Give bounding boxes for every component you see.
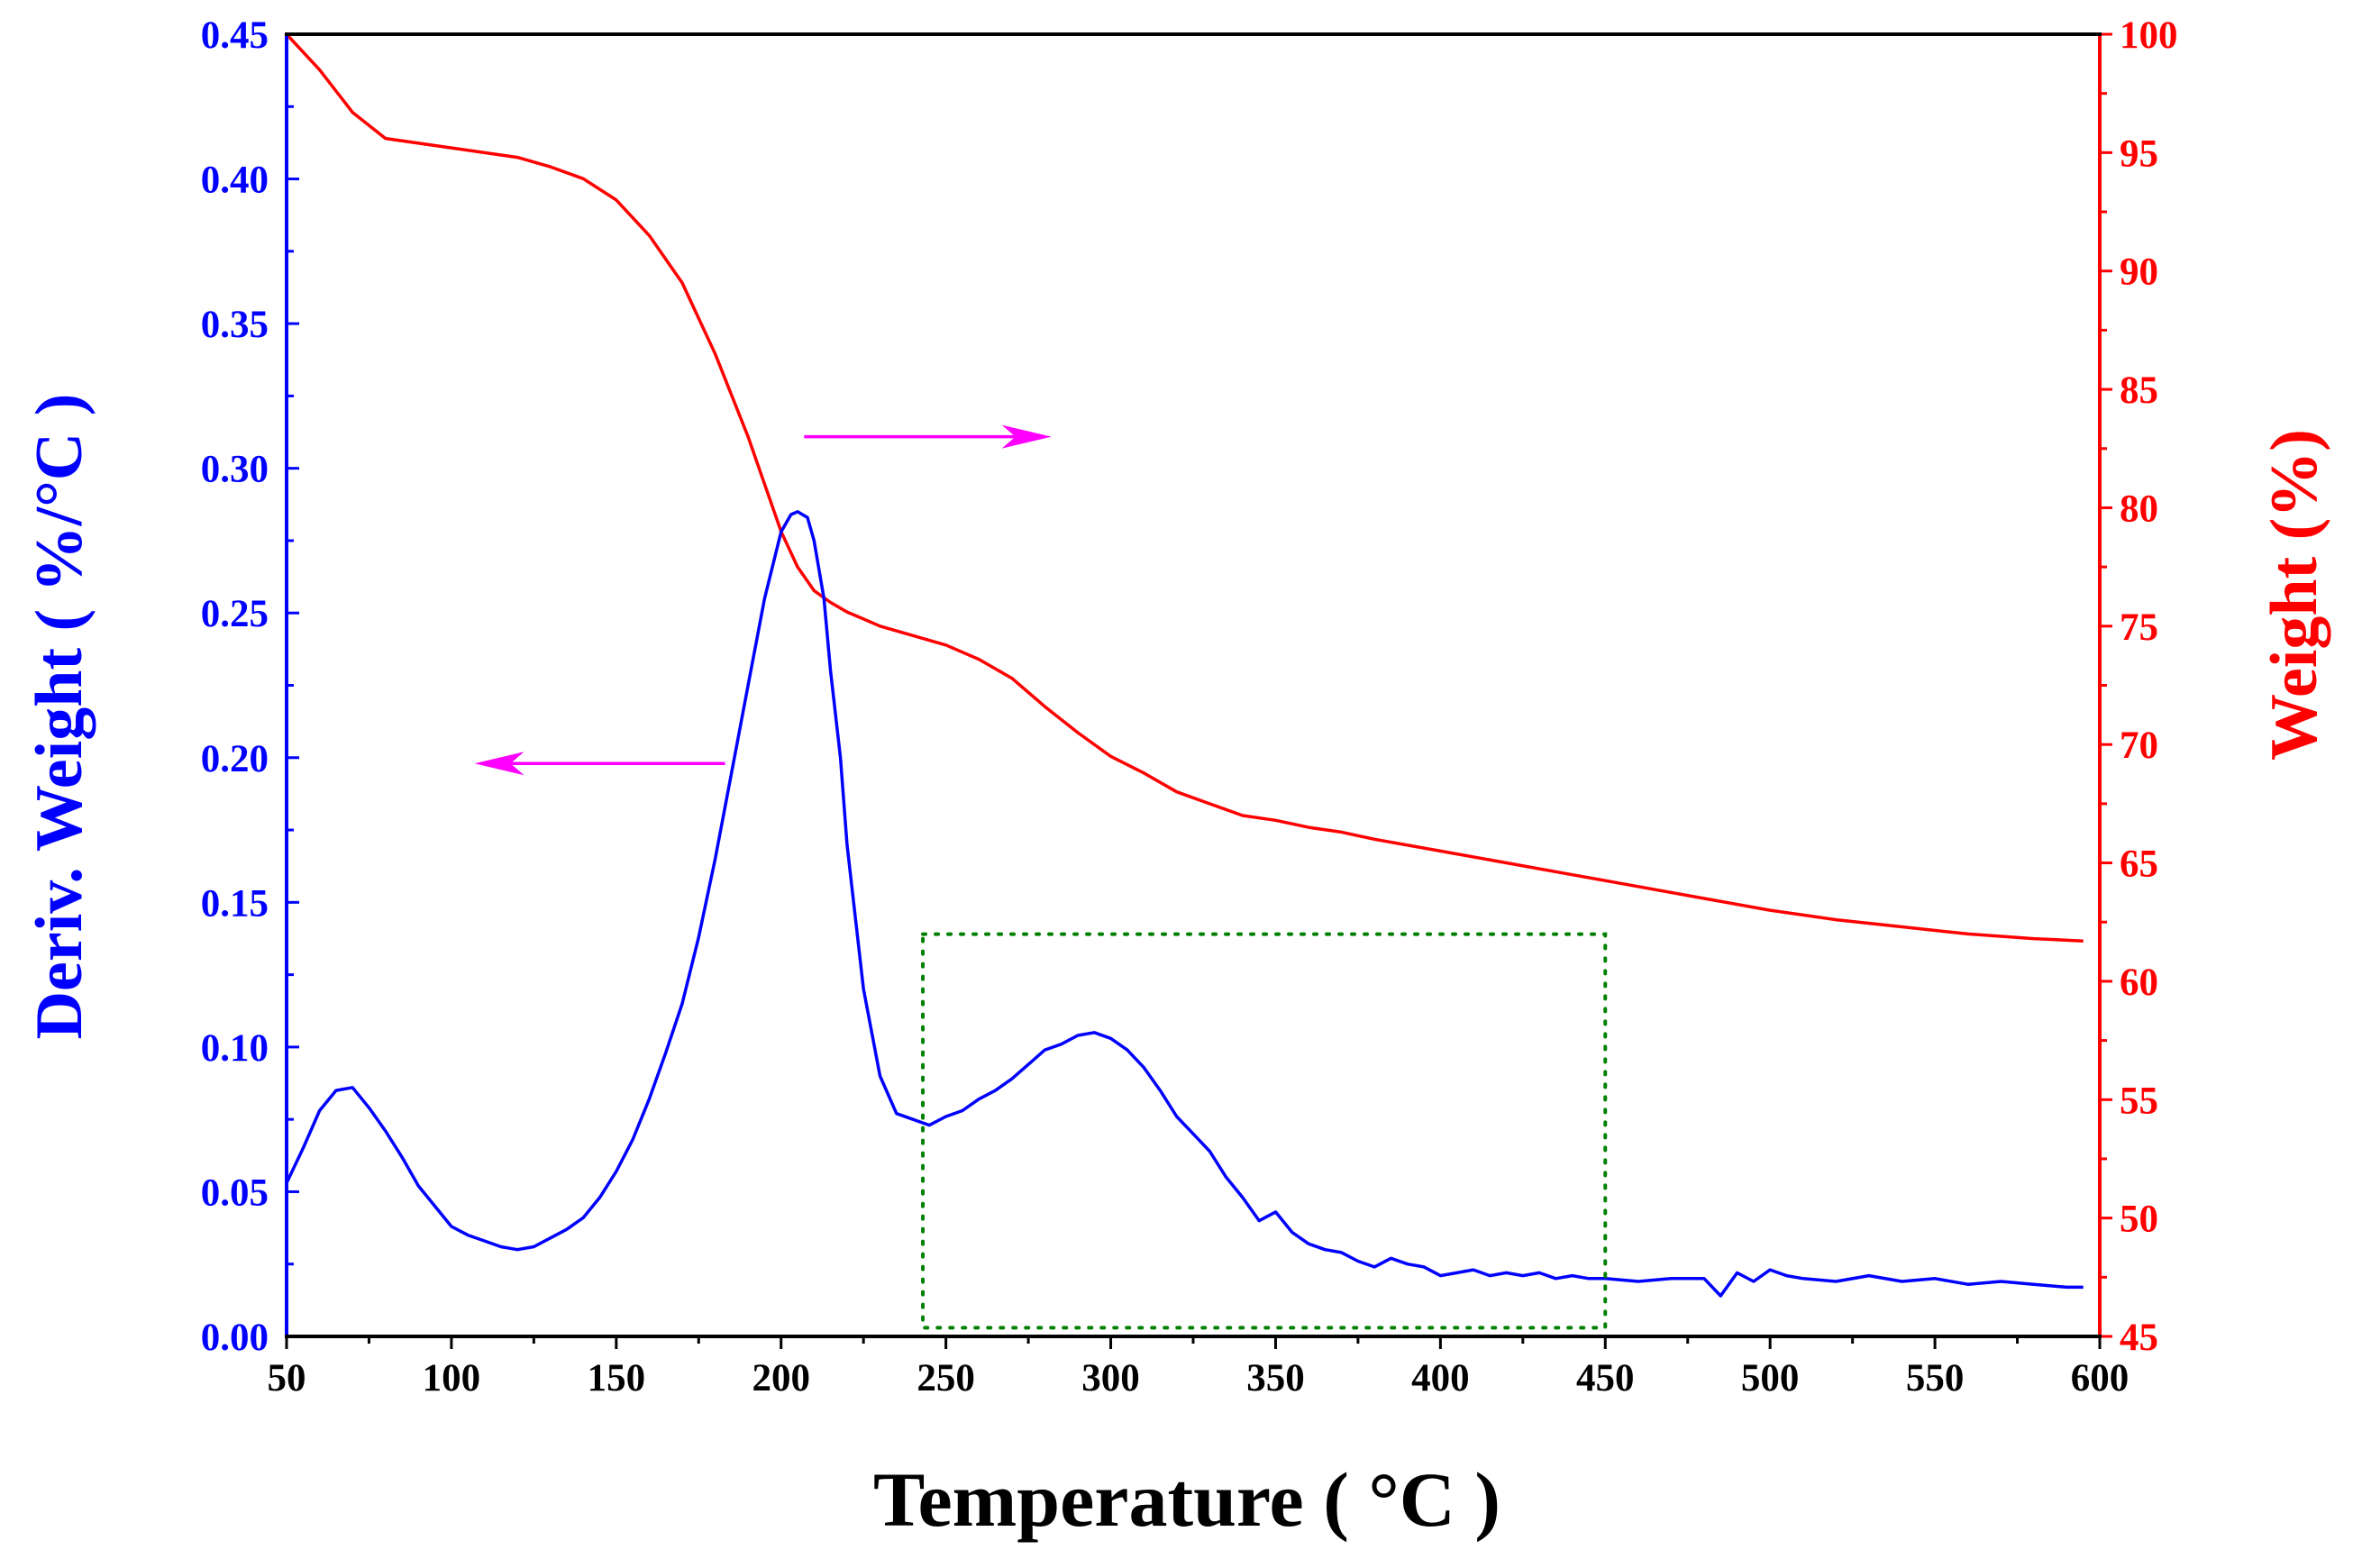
x-tick-label: 500: [1741, 1357, 1800, 1399]
arrow-to-right-axis: [804, 424, 1052, 449]
weight-series-line: [285, 32, 2084, 943]
left-axis-title: Deriv. Weight ( %/°C ): [23, 394, 96, 1040]
x-tick-label: 100: [423, 1357, 481, 1399]
right-tick-label: 55: [2120, 1080, 2158, 1122]
right-tick-label: 65: [2120, 843, 2158, 886]
highlight-box: [921, 932, 1608, 1330]
x-tick-label: 250: [917, 1357, 975, 1399]
right-tick-label: 100: [2120, 14, 2178, 57]
x-tick-label: 600: [2071, 1357, 2130, 1399]
right-tick-label: 80: [2120, 488, 2158, 530]
right-axis-ticks: 45 50 55 60 65 70 75 80 85 90 95 100: [2100, 14, 2178, 1359]
x-tick-label: 450: [1576, 1357, 1635, 1399]
deriv-weight-series-line: [285, 510, 2084, 1298]
left-axis-ticks: 0.00 0.05 0.10 0.15 0.20 0.25 0.30 0.35 0.40 0.45: [201, 14, 299, 1359]
x-tick-label: 550: [1906, 1357, 1965, 1399]
x-tick-label: 200: [752, 1357, 810, 1399]
right-tick-label: 60: [2120, 962, 2158, 1004]
x-axis-title: Temperature ( °C ): [873, 1456, 1500, 1543]
left-tick-label: 0.45: [201, 14, 269, 57]
right-axis-title: Weight (%): [2257, 429, 2331, 761]
left-tick-label: 0.20: [201, 738, 269, 780]
left-tick-label: 0.40: [201, 160, 269, 202]
left-tick-label: 0.10: [201, 1027, 269, 1070]
x-tick-label: 150: [588, 1357, 646, 1399]
left-tick-label: 0.15: [201, 882, 269, 925]
right-tick-label: 95: [2120, 132, 2158, 175]
right-tick-label: 75: [2120, 606, 2158, 649]
left-tick-label: 0.35: [201, 304, 269, 346]
x-tick-label: 400: [1411, 1357, 1470, 1399]
left-tick-label: 0.30: [201, 449, 269, 491]
right-tick-label: 70: [2120, 725, 2158, 767]
right-tick-label: 85: [2120, 369, 2158, 412]
right-tick-label: 50: [2120, 1199, 2158, 1241]
x-tick-label: 50: [268, 1357, 306, 1399]
x-tick-label: 350: [1246, 1357, 1305, 1399]
x-tick-label: 300: [1081, 1357, 1140, 1399]
left-tick-label: 0.25: [201, 593, 269, 635]
x-axis-ticks: 50 100 150 200 250 300 350 400 450 500 550 600: [268, 1336, 2130, 1399]
arrow-to-left-axis: [474, 752, 725, 776]
left-tick-label: 0.05: [201, 1171, 269, 1214]
right-tick-label: 45: [2120, 1317, 2158, 1359]
left-tick-label: 0.00: [201, 1317, 269, 1359]
right-tick-label: 90: [2120, 251, 2158, 294]
